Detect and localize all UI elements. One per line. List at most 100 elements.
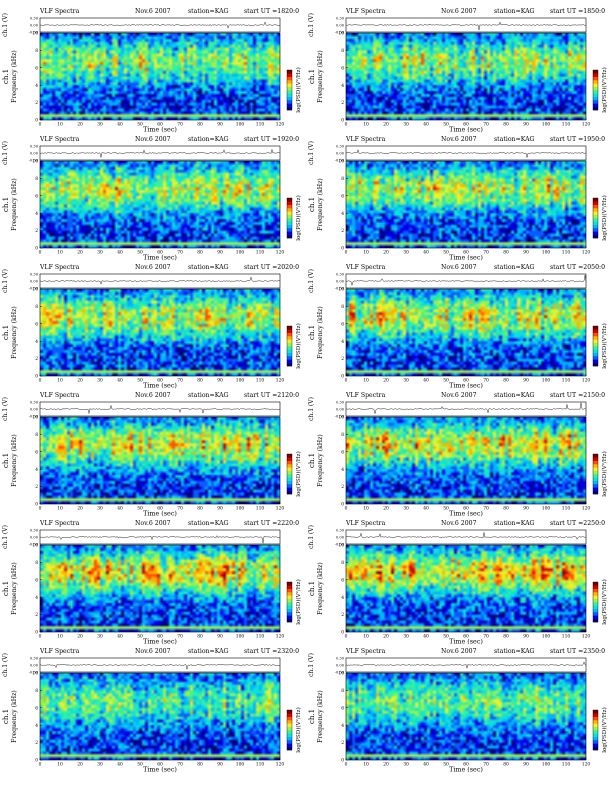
panel-date: Nov.6 2007 <box>135 264 171 271</box>
colorbar-segment <box>593 605 598 609</box>
x-tick-label: 90 <box>217 123 223 128</box>
panel-date: Nov.6 2007 <box>441 8 477 15</box>
colorbar-segment <box>593 592 598 596</box>
colorbar-segment <box>287 106 292 111</box>
panel-station: station=KAG <box>188 392 229 399</box>
y-tick-label: 4 <box>341 596 344 601</box>
colorbar-segment <box>287 723 292 727</box>
x-tick-label: 50 <box>137 379 143 384</box>
panel-station: station=KAG <box>188 520 229 527</box>
x-tick-label: 60 <box>463 379 469 384</box>
y-tick-label: 2 <box>35 357 38 362</box>
colorbar-segment <box>287 198 292 202</box>
colorbar-segment <box>287 83 292 87</box>
x-tick-label: 70 <box>177 123 183 128</box>
colorbar-segment <box>287 743 292 747</box>
colorbar-segment <box>593 214 598 219</box>
x-tick-label: 90 <box>217 635 223 640</box>
x-tick-label: 90 <box>217 379 223 384</box>
panel-start-time: start UT =2050:0 <box>550 264 606 271</box>
y-axis-label: Frequency (kHz) <box>11 306 18 359</box>
x-tick-label: 110 <box>562 123 571 128</box>
x-tick-label: 40 <box>423 123 429 128</box>
ch1-waveform-frame <box>345 657 587 673</box>
colorbar-segment <box>287 477 292 481</box>
colorbar-segment <box>593 598 598 603</box>
x-tick-label: 10 <box>363 251 369 256</box>
ch1-tick-label: 0.30 <box>336 528 345 532</box>
x-tick-label: 110 <box>562 251 571 256</box>
x-tick-label: 100 <box>542 251 551 256</box>
ch1-tick-label: 0.00 <box>30 23 39 27</box>
colorbar-segment <box>593 234 598 239</box>
x-tick-label: 20 <box>77 507 83 512</box>
x-tick-label: 40 <box>423 379 429 384</box>
colorbar-segment <box>287 713 292 717</box>
colorbar-segment <box>593 454 598 458</box>
panel-start-time: start UT =1920:0 <box>244 136 300 143</box>
y-tick-label: 10 <box>32 32 38 37</box>
x-tick-label: 60 <box>463 507 469 512</box>
ch1-axis-label: ch.1 (V) <box>308 525 315 549</box>
y-axis-label: Frequency (kHz) <box>317 50 324 103</box>
x-axis-label: Time (sec) <box>143 126 177 134</box>
y-tick-label: 4 <box>35 468 38 473</box>
panel-station: station=KAG <box>188 264 229 271</box>
panel-header: VLF Spectra Nov.6 2007 station=KAG start UT… <box>40 519 299 528</box>
panel-title: VLF Spectra <box>40 264 80 271</box>
colorbar-segment <box>593 208 598 212</box>
colorbar-segment <box>287 730 292 734</box>
x-tick-label: 50 <box>443 635 449 640</box>
y-axis-channel-label: ch.1 <box>308 709 316 724</box>
y-tick-label: 10 <box>32 288 38 293</box>
x-tick-label: 80 <box>197 507 203 512</box>
panel-title: VLF Spectra <box>346 520 386 527</box>
colorbar-segment <box>593 713 598 717</box>
colorbar-segment <box>593 218 598 222</box>
x-axis-label: Time (sec) <box>449 254 483 262</box>
ch1-axis-label: ch.1 (V) <box>308 653 315 677</box>
x-tick-label: 30 <box>403 763 409 768</box>
x-tick-label: 60 <box>157 763 163 768</box>
colorbar-segment <box>593 618 598 623</box>
spectrogram-panel: VLF Spectra Nov.6 2007 station=KAG start UT… <box>0 132 306 262</box>
colorbar-segment <box>287 359 292 363</box>
x-tick-label: 40 <box>423 763 429 768</box>
spectrogram-panel: VLF Spectra Nov.6 2007 station=KAG start UT… <box>0 388 306 518</box>
x-tick-label: 80 <box>503 251 509 256</box>
x-tick-label: 70 <box>483 251 489 256</box>
ch1-tick-label: 0.30 <box>30 528 39 532</box>
spectrogram-image <box>346 673 586 760</box>
y-tick-label: 8 <box>341 689 344 694</box>
colorbar-segment <box>593 582 598 586</box>
colorbar-segment <box>593 336 598 340</box>
colorbar-segment <box>287 454 292 458</box>
colorbar-label: log(PSD)(V²/Hz) <box>295 707 302 753</box>
x-tick-label: 100 <box>542 635 551 640</box>
colorbar-segment <box>593 201 598 205</box>
colorbar-segment <box>287 487 292 491</box>
y-tick-label: 8 <box>341 433 344 438</box>
x-tick-label: 20 <box>383 251 389 256</box>
x-axis-label: Time (sec) <box>449 126 483 134</box>
panel-header: VLF Spectra Nov.6 2007 station=KAG start UT… <box>346 263 605 272</box>
colorbar-segment <box>593 730 598 734</box>
x-tick-label: 90 <box>217 507 223 512</box>
x-tick-label: 60 <box>157 507 163 512</box>
colorbar-segment <box>287 234 292 239</box>
y-tick-label: 4 <box>341 212 344 217</box>
x-tick-label: 0 <box>345 251 348 256</box>
y-tick-label: 8 <box>341 305 344 310</box>
colorbar-segment <box>593 224 598 229</box>
y-tick-label: 4 <box>341 724 344 729</box>
panel-start-time: start UT =1950:0 <box>550 136 606 143</box>
spectrogram-panel: VLF Spectra Nov.6 2007 station=KAG start UT… <box>306 516 612 646</box>
y-tick-label: 6 <box>341 578 344 583</box>
x-axis-label: Time (sec) <box>143 638 177 646</box>
y-axis-label: Frequency (kHz) <box>11 50 18 103</box>
colorbar-segment <box>593 602 598 606</box>
y-tick-label: 4 <box>35 212 38 217</box>
spectrogram-image <box>40 33 280 120</box>
